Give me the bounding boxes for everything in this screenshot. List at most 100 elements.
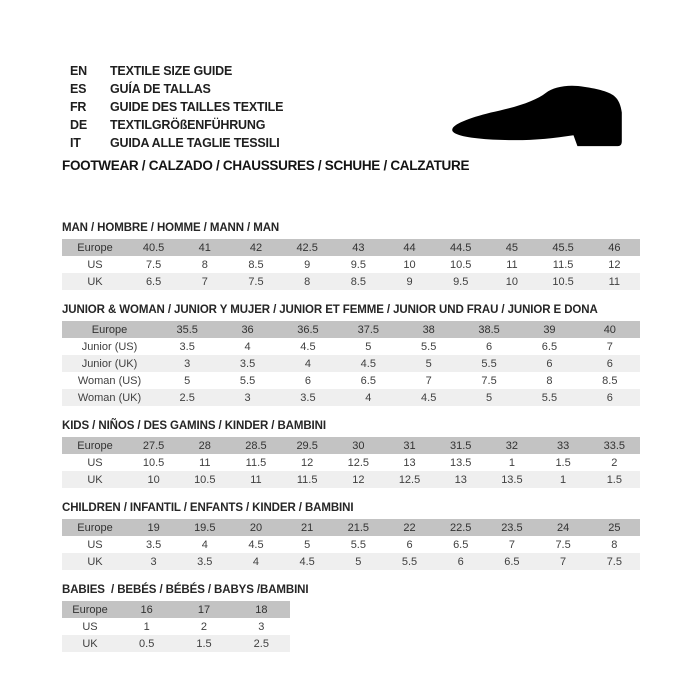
size-value: 8.5 bbox=[350, 275, 366, 288]
size-value: 11.5 bbox=[245, 456, 267, 469]
table-row: Europe 16 17 18 bbox=[62, 601, 290, 618]
language-text: GUIDE DES TAILLES TEXTILE bbox=[110, 100, 284, 114]
size-value: 21 bbox=[301, 521, 314, 534]
size-value: 6.5 bbox=[145, 275, 162, 288]
size-value: 9.5 bbox=[350, 258, 366, 271]
size-value: 10.5 bbox=[194, 473, 216, 486]
size-value: 3.5 bbox=[239, 357, 256, 370]
language-code: FR bbox=[70, 100, 87, 114]
size-value: 13 bbox=[454, 473, 467, 486]
size-value: 40 bbox=[603, 323, 616, 336]
size-value: 1.5 bbox=[555, 456, 571, 469]
size-value: 8 bbox=[304, 275, 311, 288]
size-value: 3.5 bbox=[300, 391, 316, 404]
size-value: 4 bbox=[365, 391, 372, 404]
size-value: 3.5 bbox=[179, 340, 195, 353]
size-table-man: Europe 40.5 41 42 42.5 43 44 44.5 45 45.5 46 US 7.5 8… bbox=[62, 239, 640, 290]
row-label: UK bbox=[87, 473, 103, 486]
size-value: 18 bbox=[255, 603, 268, 616]
size-value: 13.5 bbox=[501, 473, 523, 486]
size-value: 3 bbox=[150, 555, 157, 568]
size-value: 11 bbox=[506, 258, 518, 271]
row-label: Junior (UK) bbox=[81, 357, 138, 370]
language-text: TEXTILE SIZE GUIDE bbox=[110, 64, 233, 78]
language-line: EN TEXTILE SIZE GUIDE bbox=[70, 62, 640, 80]
size-value: 10 bbox=[505, 275, 519, 288]
section-title: MAN / HOMBRE / HOMME / MANN / MAN bbox=[62, 222, 280, 234]
language-line: ES GUÍA DE TALLAS bbox=[70, 80, 640, 98]
size-value: 17 bbox=[197, 603, 211, 616]
size-value: 2 bbox=[200, 620, 208, 633]
size-value: 27.5 bbox=[142, 439, 165, 452]
shoe-icon bbox=[448, 80, 626, 151]
size-value: 0.5 bbox=[139, 637, 155, 650]
size-value: 7.5 bbox=[555, 538, 571, 551]
table-row: Woman (UK) 2.5 3 3.5 4 4.5 5 5.5 6 bbox=[62, 389, 640, 406]
language-list: EN TEXTILE SIZE GUIDE ES GUÍA DE TALLAS FR GU… bbox=[70, 62, 640, 152]
size-value: 6 bbox=[486, 340, 493, 353]
size-section-kids: KIDS / NIÑOS / DES GAMINS / KINDER / BAM… bbox=[62, 420, 640, 488]
size-value: 5 bbox=[365, 340, 372, 353]
size-value: 13.5 bbox=[450, 456, 472, 469]
size-value: 21.5 bbox=[347, 521, 370, 534]
size-value: 7 bbox=[425, 374, 432, 387]
size-value: 5.5 bbox=[481, 357, 497, 370]
size-value: 3 bbox=[258, 620, 265, 633]
size-value: 7 bbox=[560, 555, 567, 568]
size-value: 33 bbox=[556, 439, 570, 452]
row-label: Junior (US) bbox=[81, 340, 138, 353]
size-value: 8 bbox=[611, 538, 618, 551]
size-value: 5.5 bbox=[401, 555, 418, 568]
size-value: 25 bbox=[608, 521, 621, 534]
size-value: 5.5 bbox=[541, 391, 558, 404]
size-value: 6 bbox=[606, 357, 613, 370]
size-value: 5.5 bbox=[421, 340, 437, 353]
size-value: 1.5 bbox=[606, 473, 622, 486]
size-value: 12 bbox=[301, 456, 314, 469]
size-section-junior-woman: JUNIOR & WOMAN / JUNIOR Y MUJER / JUNIOR… bbox=[62, 304, 640, 406]
size-value: 1.5 bbox=[196, 637, 212, 650]
row-label: Europe bbox=[72, 603, 108, 616]
size-table-babies: Europe 16 17 18 US 1 2 3 UK 0.5 1.5 2.5 bbox=[62, 601, 290, 652]
size-value: 6.5 bbox=[541, 340, 558, 353]
size-value: 10.5 bbox=[450, 258, 472, 271]
size-value: 35.5 bbox=[176, 323, 198, 336]
size-value: 43 bbox=[352, 241, 365, 254]
size-value: 8 bbox=[546, 374, 553, 387]
row-label: Europe bbox=[77, 439, 113, 452]
row-label: US bbox=[87, 456, 103, 469]
size-value: 11 bbox=[199, 456, 211, 469]
size-value: 5.5 bbox=[350, 538, 366, 551]
language-text: GUIDA ALLE TAGLIE TESSILI bbox=[110, 136, 280, 150]
size-value: 4 bbox=[304, 357, 311, 370]
table-row: UK 3 3.5 4 4.5 5 5.5 6 6.5 7 7.5 bbox=[62, 553, 640, 570]
table-row: Junior (UK) 3 3.5 4 4.5 5 5.5 6 6 bbox=[62, 355, 640, 372]
size-value: 28 bbox=[198, 439, 211, 452]
language-line: FR GUIDE DES TAILLES TEXTILE bbox=[70, 98, 640, 116]
size-value: 12 bbox=[352, 473, 365, 486]
size-value: 1 bbox=[143, 620, 150, 633]
size-value: 6 bbox=[457, 555, 464, 568]
size-value: 4 bbox=[201, 538, 208, 551]
section-title: CHILDREN / INFANTIL / ENFANTS / KINDER /… bbox=[62, 502, 354, 514]
size-value: 4.5 bbox=[248, 538, 264, 551]
size-value: 36 bbox=[241, 323, 254, 336]
size-value: 4.5 bbox=[299, 555, 315, 568]
row-label: US bbox=[82, 620, 98, 633]
section-title: JUNIOR & WOMAN / JUNIOR Y MUJER / JUNIOR… bbox=[62, 304, 598, 316]
row-label: Europe bbox=[77, 521, 113, 534]
size-value: 5 bbox=[425, 357, 432, 370]
language-line: IT GUIDA ALLE TAGLIE TESSILI bbox=[70, 134, 640, 152]
size-value: 38.5 bbox=[478, 323, 500, 336]
size-value: 22 bbox=[403, 521, 416, 534]
size-value: 12 bbox=[608, 258, 621, 271]
size-value: 7.5 bbox=[481, 374, 497, 387]
table-row: Europe 27.5 28 28.5 29.5 30 31 31.5 32 33 33.5 bbox=[62, 437, 640, 454]
size-value: 31 bbox=[403, 439, 416, 452]
size-value: 6.5 bbox=[504, 555, 520, 568]
table-row: Junior (US) 3.5 4 4.5 5 5.5 6 6.5 7 bbox=[62, 338, 640, 355]
language-text: GUÍA DE TALLAS bbox=[110, 82, 211, 96]
size-value: 29.5 bbox=[296, 439, 318, 452]
size-value: 9.5 bbox=[453, 275, 469, 288]
